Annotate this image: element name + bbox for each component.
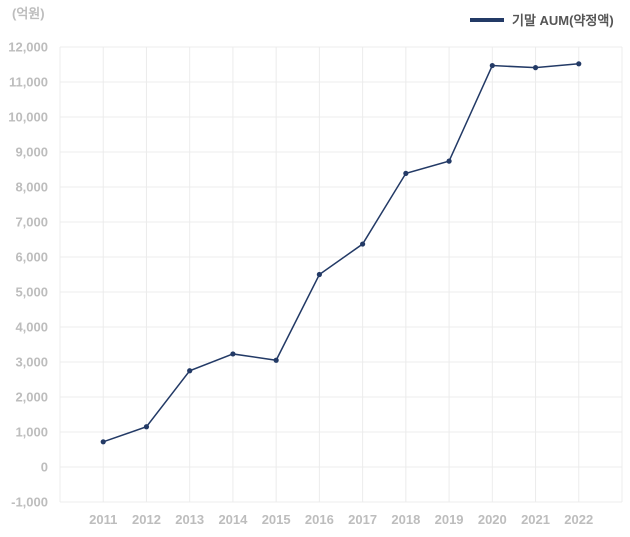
data-point — [532, 65, 539, 71]
legend: 기말 AUM(약정액) — [470, 13, 614, 28]
y-tick-label: 1,000 — [15, 425, 48, 440]
y-tick-label: 10,000 — [8, 110, 48, 125]
y-tick-label: 9,000 — [15, 145, 48, 160]
series-line — [102, 63, 579, 443]
y-tick-label: 3,000 — [15, 355, 48, 370]
y-axis-ticks: -1,000 0 1,000 2,000 3,000 4,000 5,000 6,000 7,0… — [8, 40, 48, 510]
x-tick-label: 2018 — [391, 512, 420, 527]
x-tick-label: 2021 — [521, 512, 550, 527]
y-tick-label: 12,000 — [8, 40, 48, 55]
x-tick-label: 2022 — [564, 512, 593, 527]
y-tick-label: 4,000 — [15, 320, 48, 335]
x-tick-label: 2014 — [218, 512, 248, 527]
data-point — [576, 61, 582, 67]
x-tick-label: 2011 — [89, 512, 117, 527]
data-point — [273, 357, 279, 363]
grid — [59, 46, 623, 503]
x-tick-label: 2020 — [478, 512, 507, 527]
y-tick-label: -1,000 — [11, 495, 48, 510]
x-tick-label: 2012 — [132, 512, 161, 527]
x-tick-label: 2016 — [305, 512, 334, 527]
data-point — [100, 439, 106, 445]
legend-label: 기말 AUM(약정액) — [512, 13, 614, 28]
series-group — [100, 61, 582, 445]
y-tick-label: 2,000 — [15, 390, 48, 405]
data-point — [187, 368, 193, 374]
y-tick-label: 6,000 — [15, 250, 48, 265]
y-tick-label: 7,000 — [15, 215, 48, 230]
y-tick-label: 0 — [41, 460, 48, 475]
data-point — [360, 241, 366, 247]
y-tick-label: 5,000 — [15, 285, 48, 300]
data-point — [230, 351, 236, 357]
y-axis-unit-label: (억원) — [12, 6, 45, 21]
data-point — [316, 271, 322, 278]
data-point — [489, 62, 495, 69]
data-point — [446, 158, 452, 164]
y-tick-label: 11,000 — [9, 75, 48, 90]
x-tick-label: 2019 — [435, 512, 464, 527]
x-tick-label: 2017 — [348, 512, 377, 527]
data-point — [143, 424, 150, 430]
data-point — [403, 170, 409, 176]
x-axis-ticks: 2011 2012 2013 2014 2015 2016 2017 2018 2019 2020… — [89, 512, 593, 527]
x-tick-label: 2013 — [175, 512, 204, 527]
y-tick-label: 8,000 — [15, 180, 48, 195]
x-tick-label: 2015 — [262, 512, 291, 527]
